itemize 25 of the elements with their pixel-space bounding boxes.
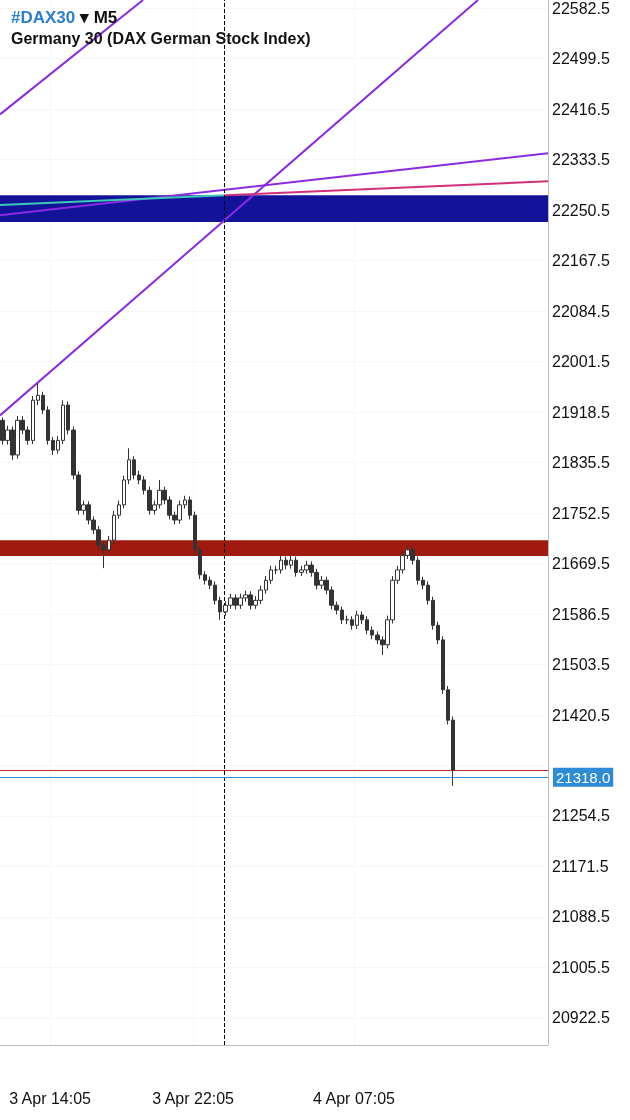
y-tick-label: 22001.5 (552, 353, 610, 371)
y-tick-label: 21088.5 (552, 908, 610, 926)
y-tick-label: 21669.5 (552, 555, 610, 573)
y-tick-label: 21835.5 (552, 454, 610, 472)
y-tick-label: 22167.5 (552, 252, 610, 270)
y-tick-label: 21586.5 (552, 605, 610, 623)
y-tick-label: 22250.5 (552, 201, 610, 219)
y-tick-label: 22582.5 (552, 0, 610, 17)
y-tick-label: 22416.5 (552, 100, 610, 118)
y-tick-label: 20922.5 (552, 1009, 610, 1027)
ref-line-label: 21318.0 (556, 768, 611, 786)
y-tick-label: 21503.5 (552, 656, 610, 674)
y-tick-label: 21171.5 (552, 857, 609, 875)
y-tick-label: 22333.5 (552, 151, 610, 169)
x-tick-label: 3 Apr 22:05 (152, 1089, 235, 1107)
y-tick-label: 21005.5 (552, 958, 610, 976)
x-tick-label: 3 Apr 14:05 (9, 1089, 92, 1107)
y-tick-label: 21420.5 (552, 706, 610, 724)
y-tick-label: 21918.5 (552, 403, 610, 421)
y-tick-label: 22084.5 (552, 302, 610, 320)
y-tick-label: 22499.5 (552, 50, 610, 68)
y-tick-label: 21254.5 (552, 807, 610, 825)
y-tick-label: 21752.5 (552, 504, 610, 522)
text: #DAX30 ▾ M5 (11, 8, 118, 27)
x-tick-label: 4 Apr 07:05 (313, 1089, 396, 1107)
